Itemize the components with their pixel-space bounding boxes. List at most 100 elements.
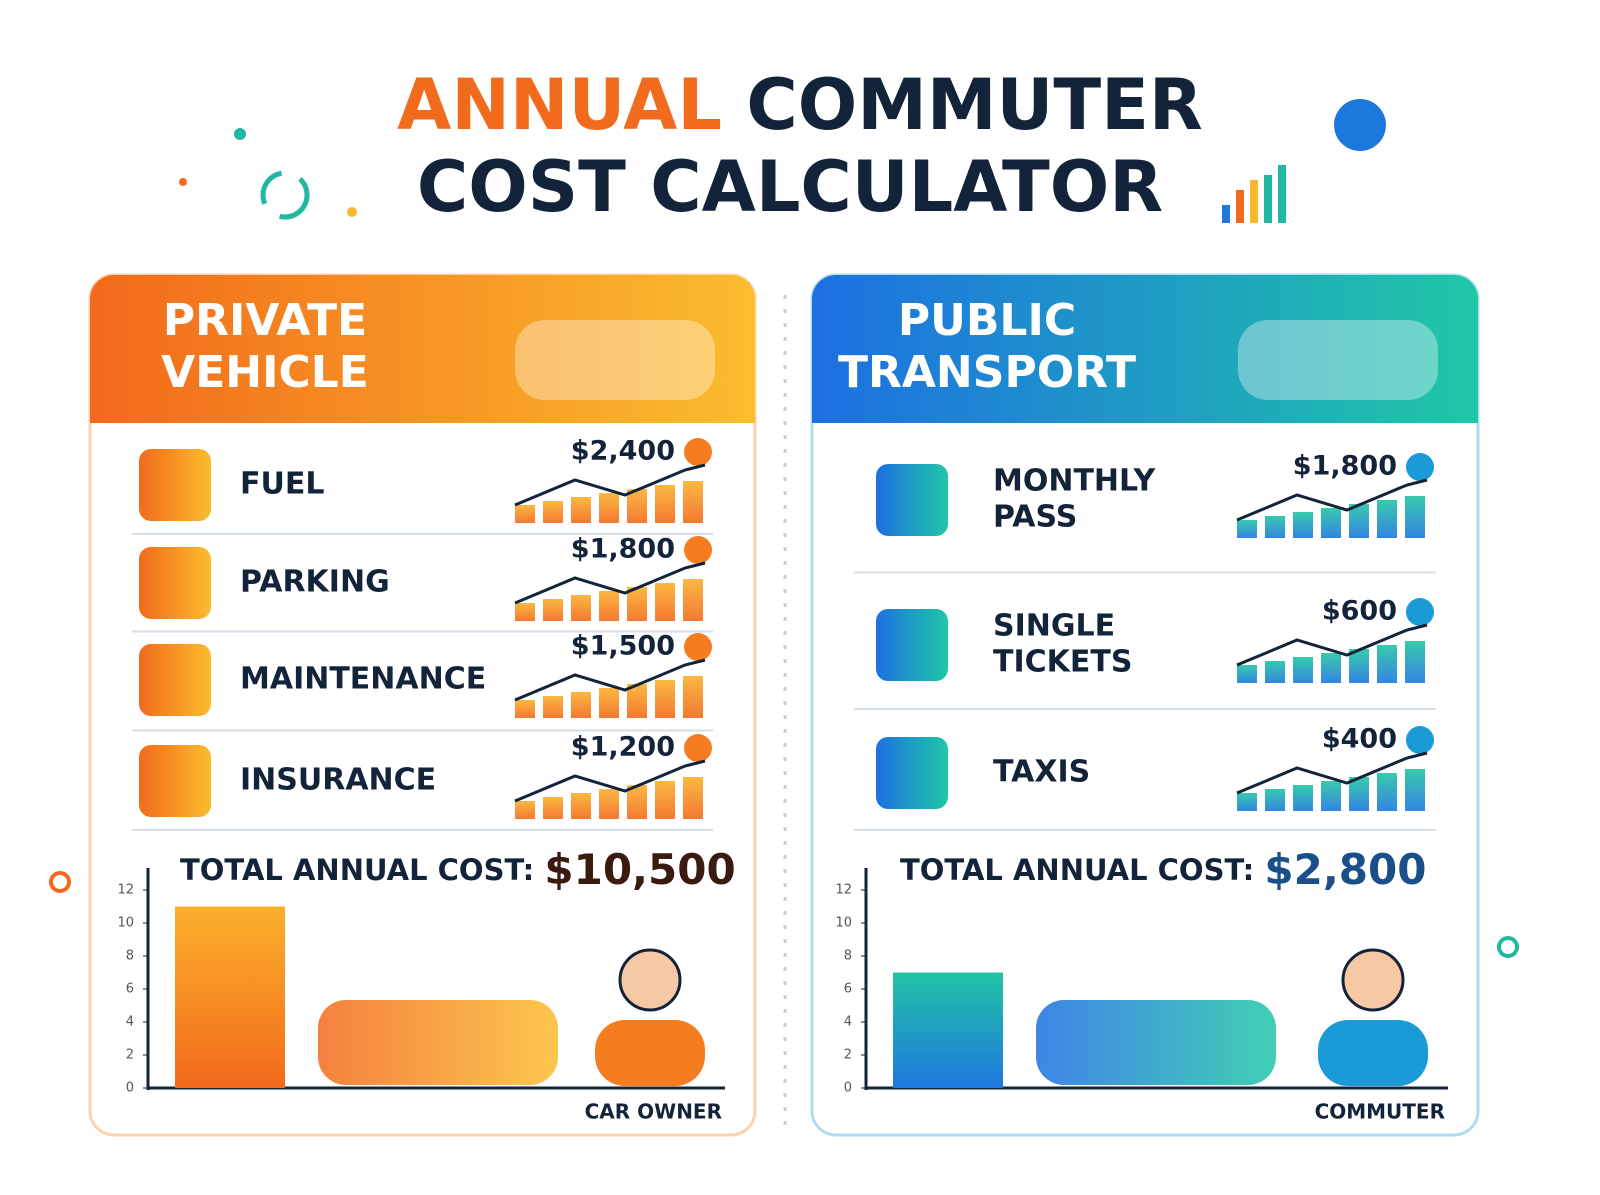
- y-tick-label: 0: [126, 1081, 134, 1096]
- item-value: $1,200: [571, 732, 675, 763]
- total-value: $2,800: [1264, 845, 1426, 894]
- panel-heading: PRIVATE: [163, 295, 367, 346]
- sparkline-bar: [655, 781, 675, 819]
- currency-icon: [684, 633, 712, 661]
- sparkline-bar: [683, 777, 703, 819]
- sparkline-bar: [1265, 789, 1285, 811]
- total-value: $10,500: [544, 845, 735, 894]
- sparkline-bar: [655, 485, 675, 523]
- item-label: FUEL: [240, 467, 324, 502]
- y-tick-label: 10: [117, 916, 134, 931]
- total-label: TOTAL ANNUAL COST:: [900, 853, 1254, 887]
- panel-heading: PUBLIC: [898, 295, 1076, 346]
- sparkline-bar: [627, 785, 647, 819]
- sparkline-bar: [1349, 777, 1369, 811]
- total-line: TOTAL ANNUAL COST: $2,800: [900, 845, 1426, 894]
- person-head: [618, 948, 682, 1012]
- sparkline-bar: [1265, 516, 1285, 538]
- sparkline: [1236, 623, 1428, 667]
- sparkline: [1236, 751, 1428, 795]
- sparkline-bar: [1405, 496, 1425, 538]
- y-tick-label: 2: [844, 1048, 852, 1063]
- item-icon: [139, 547, 211, 619]
- sparkline-bar: [1237, 520, 1257, 538]
- sparkline-bar: [1377, 773, 1397, 811]
- sparkline-bar: [571, 497, 591, 523]
- total-bar: [893, 972, 1003, 1088]
- y-tick-label: 6: [844, 982, 852, 997]
- sparkline-bar: [1405, 769, 1425, 811]
- panel-header: [812, 380, 1478, 423]
- panel-heading: TRANSPORT: [838, 347, 1136, 398]
- title-line: ANNUAL COMMUTER: [397, 64, 1203, 146]
- title-line: COST CALCULATOR: [417, 146, 1163, 228]
- sparkline-bar: [571, 595, 591, 621]
- item-value: $1,800: [1293, 451, 1397, 482]
- sparkline-bar: [627, 684, 647, 718]
- panel-heading: VEHICLE: [161, 347, 369, 398]
- currency-icon: [1406, 453, 1434, 481]
- sparkline-bar: [571, 793, 591, 819]
- sparkline-bar: [1293, 512, 1313, 538]
- sparkline: [514, 658, 706, 702]
- item-value: $2,400: [571, 436, 675, 467]
- sparkline-bar: [515, 700, 535, 718]
- currency-icon: [1406, 726, 1434, 754]
- item-value: $600: [1322, 596, 1397, 627]
- y-tick-label: 8: [844, 949, 852, 964]
- sparkline-bar: [1265, 661, 1285, 683]
- title-highlight: ANNUAL: [397, 64, 722, 146]
- panel-header: [90, 380, 755, 423]
- sparkline-bar: [599, 591, 619, 621]
- decorations: [49, 99, 1519, 1130]
- sparkline-bar: [599, 789, 619, 819]
- sparkline-bar: [655, 583, 675, 621]
- sparkline-bar: [1349, 504, 1369, 538]
- sparkline-bar: [683, 676, 703, 718]
- y-tick-label: 2: [126, 1048, 134, 1063]
- sparkline: [514, 463, 706, 507]
- person-body: [1318, 1020, 1428, 1086]
- person-label: COMMUTER: [1315, 1100, 1445, 1124]
- item-icon: [139, 644, 211, 716]
- item-label: TICKETS: [993, 645, 1132, 680]
- sparkline-bar: [1321, 781, 1341, 811]
- sparkline-bar: [515, 505, 535, 523]
- sparkline-bar: [1293, 785, 1313, 811]
- sparkline-bar: [1321, 508, 1341, 538]
- item-icon: [876, 609, 948, 681]
- item-label: PASS: [993, 500, 1077, 535]
- sparkline-bar: [1349, 649, 1369, 683]
- vehicle-illustration: [318, 1000, 558, 1085]
- item-value: $1,800: [571, 534, 675, 565]
- sparkline: [1236, 478, 1428, 522]
- person-body: [595, 1020, 705, 1086]
- currency-icon: [684, 536, 712, 564]
- sparkline-bar: [1293, 657, 1313, 683]
- header-illustration: [1238, 320, 1438, 400]
- person-head: [1341, 948, 1405, 1012]
- sparkline-bar: [543, 696, 563, 718]
- sparkline-bar: [683, 579, 703, 621]
- sparkline-bar: [1321, 653, 1341, 683]
- sparkline-bar: [543, 797, 563, 819]
- y-tick-label: 12: [117, 883, 134, 898]
- item-icon: [876, 737, 948, 809]
- y-tick-label: 12: [835, 883, 852, 898]
- item-icon: [876, 464, 948, 536]
- y-tick-label: 6: [126, 982, 134, 997]
- total-label: TOTAL ANNUAL COST:: [180, 853, 534, 887]
- sparkline: [514, 759, 706, 803]
- sparkline-bar: [627, 587, 647, 621]
- item-value: $1,500: [571, 631, 675, 662]
- item-label: MONTHLY: [993, 464, 1156, 499]
- currency-icon: [1406, 598, 1434, 626]
- y-tick-label: 4: [126, 1015, 134, 1030]
- sparkline-bar: [571, 692, 591, 718]
- sparkline-bar: [627, 489, 647, 523]
- item-label: PARKING: [240, 565, 390, 600]
- total-bar: [175, 906, 285, 1088]
- sparkline-bar: [1377, 645, 1397, 683]
- person-label: CAR OWNER: [585, 1100, 722, 1124]
